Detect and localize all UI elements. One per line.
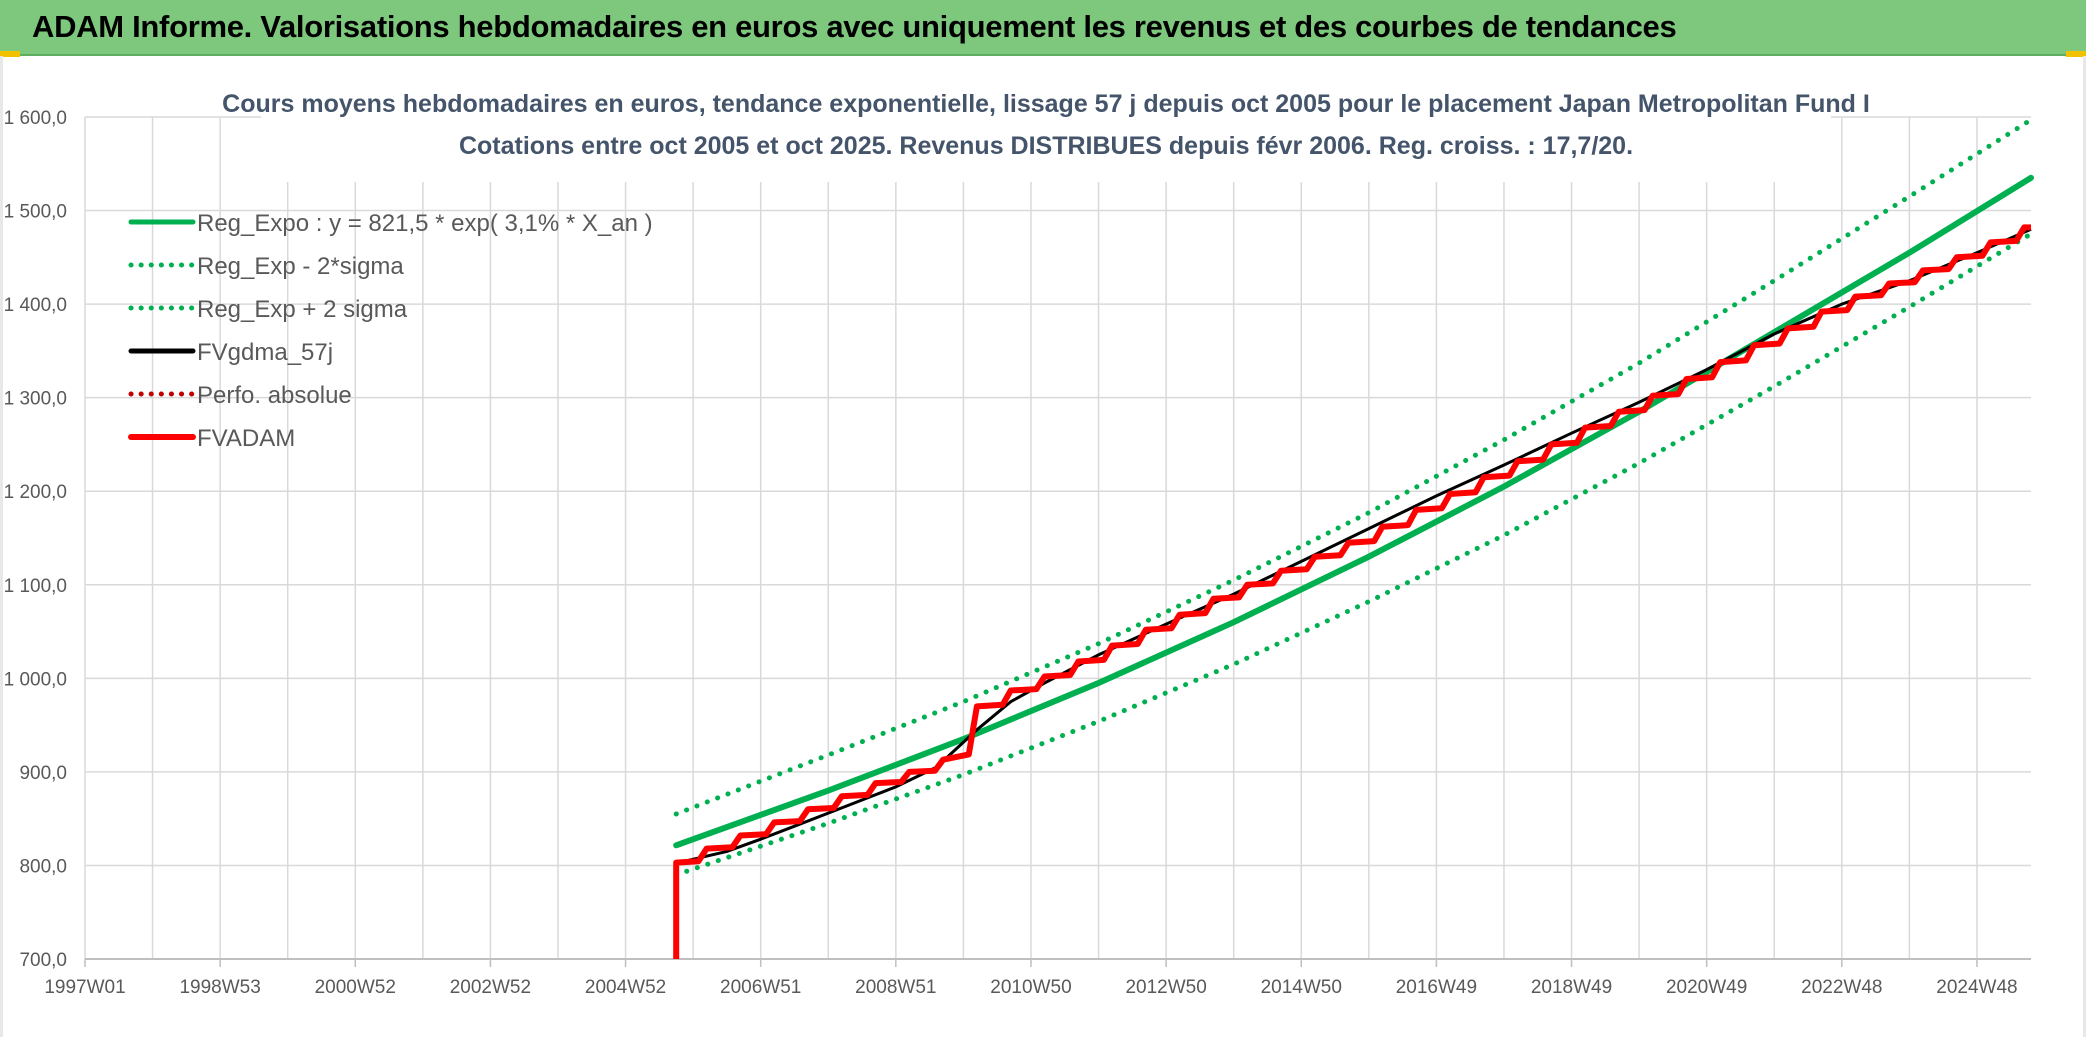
legend-label: Reg_Expo : y = 821,5 * exp( 3,1% * X_an … [197,210,653,237]
legend-label: FVgdma_57j [197,339,333,366]
legend-label: Reg_Exp + 2 sigma [197,296,408,323]
x-tick-label: 2000W52 [315,977,396,998]
grid [84,116,2031,960]
title-background [261,82,1831,182]
legend-label: Perfo. absolue [197,382,352,409]
legend-label: FVADAM [197,425,295,452]
y-tick-label: 1 200,0 [4,482,67,503]
legend-label: Reg_Exp - 2*sigma [197,253,404,280]
chart-subtitle: Cotations entre oct 2005 et oct 2025. Re… [459,132,1633,160]
chart-frame: 700,0 800,0 900,0 1 000,0 1 100,0 1 200,0 1 30… [0,56,2086,1037]
y-tick-label: 1 100,0 [4,576,67,597]
x-tick-label: 2004W52 [585,977,666,998]
chart-title: Cours moyens hebdomadaires en euros, ten… [222,90,1870,118]
x-tick-label: 2012W50 [1125,977,1206,998]
x-tick-label: 2014W50 [1261,977,1342,998]
y-tick-label: 700,0 [19,950,67,971]
report-banner: ADAM Informe. Valorisations hebdomadaire… [0,0,2086,56]
y-tick-label: 800,0 [19,856,67,877]
x-tick-label: 2020W49 [1666,977,1747,998]
series-line-regression [673,174,2034,849]
x-tick-label: 2018W49 [1531,977,1612,998]
corner-marker-right [2066,51,2086,57]
x-tick-label: 1998W53 [179,977,260,998]
series-line-plus-2sigma [673,117,2034,817]
line-chart: 700,0 800,0 900,0 1 000,0 1 100,0 1 200,0 1 30… [4,82,2034,998]
series-line-minus-2sigma [673,231,2034,878]
report-title: ADAM Informe. Valorisations hebdomadaire… [32,9,1677,44]
x-tick-label: 2022W48 [1801,977,1882,998]
y-tick-label: 1 400,0 [4,295,67,316]
x-tick-label: 2008W51 [855,977,936,998]
x-tick-label: 2002W52 [450,977,531,998]
axes: 700,0 800,0 900,0 1 000,0 1 100,0 1 200,0 1 30… [4,108,2031,998]
x-tick-label: 2024W48 [1936,977,2017,998]
x-tick-label: 2016W49 [1396,977,1477,998]
x-tick-label: 2010W50 [990,977,1071,998]
y-tick-label: 1 600,0 [4,108,67,129]
corner-marker-left [0,51,20,57]
x-tick-label: 2006W51 [720,977,801,998]
x-tick-label: 1997W01 [44,977,125,998]
y-tick-label: 1 500,0 [4,202,67,223]
series [673,117,2034,959]
y-tick-label: 1 300,0 [4,389,67,410]
y-tick-label: 900,0 [19,763,67,784]
series-line-fvadam [673,224,2031,959]
legend: Reg_Expo : y = 821,5 * exp( 3,1% * X_an … [128,210,653,452]
y-tick-label: 1 000,0 [4,669,67,690]
